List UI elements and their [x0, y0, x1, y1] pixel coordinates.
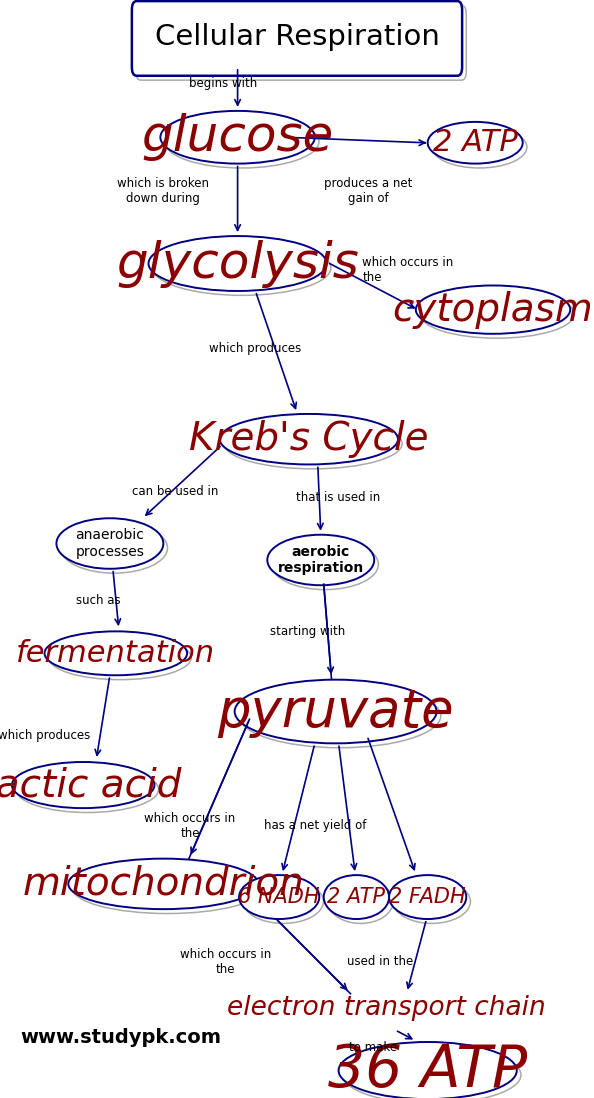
Text: electron transport chain: electron transport chain: [227, 995, 545, 1021]
Text: lactic acid: lactic acid: [0, 766, 181, 804]
Text: produces a net
gain of: produces a net gain of: [324, 177, 412, 205]
Ellipse shape: [12, 762, 154, 808]
Ellipse shape: [160, 111, 315, 164]
Text: that is used in: that is used in: [296, 491, 381, 504]
Text: anaerobic
processes: anaerobic processes: [75, 528, 144, 559]
Text: glycolysis: glycolysis: [116, 239, 359, 288]
Ellipse shape: [389, 875, 466, 919]
Text: pyruvate: pyruvate: [217, 685, 454, 738]
Ellipse shape: [56, 518, 163, 569]
Ellipse shape: [428, 122, 523, 164]
Text: which produces: which produces: [0, 729, 91, 742]
Text: Kreb's Cycle: Kreb's Cycle: [189, 421, 429, 458]
Text: such as: such as: [75, 594, 121, 607]
Text: which produces: which produces: [209, 341, 302, 355]
Ellipse shape: [68, 859, 258, 909]
Text: which occurs in
the: which occurs in the: [362, 256, 454, 284]
Ellipse shape: [45, 631, 187, 675]
Ellipse shape: [220, 414, 398, 464]
Text: which occurs in
the: which occurs in the: [144, 811, 236, 840]
Text: aerobic
respiration: aerobic respiration: [277, 545, 364, 575]
Ellipse shape: [267, 535, 374, 585]
Text: Cellular Respiration: Cellular Respiration: [154, 23, 440, 52]
Text: mitochondrion: mitochondrion: [23, 865, 304, 903]
Text: starting with: starting with: [270, 625, 345, 638]
Text: fermentation: fermentation: [16, 639, 216, 668]
Text: 36 ATP: 36 ATP: [328, 1042, 527, 1098]
Text: can be used in: can be used in: [132, 485, 219, 498]
Ellipse shape: [148, 236, 327, 291]
Text: 6 NADH: 6 NADH: [238, 887, 320, 907]
Text: 2 ATP: 2 ATP: [433, 128, 517, 157]
Text: used in the: used in the: [347, 955, 413, 968]
Text: begins with: begins with: [189, 77, 257, 90]
Text: which is broken
down during: which is broken down during: [118, 177, 209, 205]
Text: www.studypk.com: www.studypk.com: [21, 1028, 222, 1047]
Text: to make: to make: [349, 1041, 397, 1054]
Text: which occurs in
the: which occurs in the: [180, 948, 271, 976]
FancyBboxPatch shape: [132, 1, 462, 76]
Text: has a net yield of: has a net yield of: [264, 819, 366, 832]
Text: 2 FADH: 2 FADH: [389, 887, 466, 907]
Text: 2 ATP: 2 ATP: [327, 887, 386, 907]
Ellipse shape: [416, 285, 570, 334]
Ellipse shape: [324, 875, 389, 919]
Text: cytoplasm: cytoplasm: [393, 291, 593, 328]
Text: glucose: glucose: [141, 113, 334, 161]
Ellipse shape: [235, 680, 437, 743]
Ellipse shape: [239, 875, 320, 919]
Ellipse shape: [339, 1042, 517, 1098]
